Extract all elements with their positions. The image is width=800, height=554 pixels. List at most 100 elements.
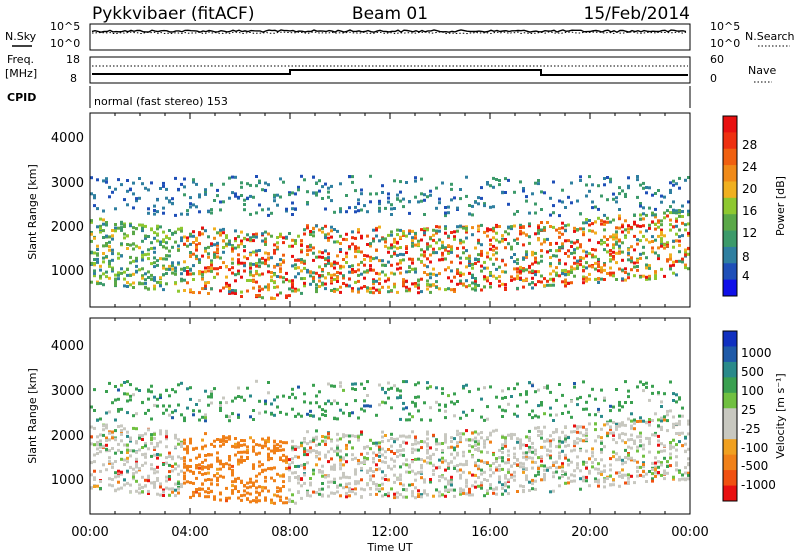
range-cell <box>345 434 348 438</box>
range-cell <box>327 259 330 263</box>
range-cell <box>426 245 429 249</box>
range-cell <box>279 291 282 295</box>
range-cell <box>396 241 399 245</box>
range-cell <box>99 417 102 421</box>
range-cell <box>312 472 315 476</box>
range-cell <box>381 400 384 404</box>
range-cell <box>594 439 597 443</box>
range-cell <box>117 271 120 275</box>
range-cell <box>492 487 495 491</box>
range-cell <box>249 262 252 266</box>
range-cell <box>99 442 102 446</box>
range-cell <box>546 250 549 254</box>
range-cell <box>264 240 267 244</box>
range-cell <box>435 448 438 451</box>
range-cell <box>468 471 471 475</box>
range-cell <box>366 445 369 449</box>
range-cell <box>270 412 273 416</box>
range-cell <box>477 196 480 200</box>
range-cell <box>558 465 561 469</box>
range-cell <box>174 488 177 492</box>
range-cell <box>654 222 657 226</box>
range-cell <box>213 199 216 202</box>
range-cell <box>381 494 384 498</box>
range-cell <box>651 433 654 437</box>
range-cell <box>366 470 369 474</box>
range-cell <box>675 463 678 467</box>
range-cell <box>153 448 156 451</box>
range-cell <box>477 449 480 452</box>
range-cell <box>96 440 99 444</box>
range-cell <box>339 271 342 275</box>
range-cell <box>414 231 417 235</box>
range-cell <box>153 246 156 250</box>
range-cell <box>438 225 441 229</box>
range-cell <box>378 199 381 203</box>
range-cell <box>519 180 522 184</box>
range-cell <box>432 463 435 467</box>
range-cell <box>144 278 147 282</box>
range-cell <box>135 450 138 454</box>
range-cell <box>174 482 177 486</box>
range-cell <box>318 492 321 496</box>
range-cell <box>492 491 495 495</box>
range-cell <box>297 272 300 276</box>
range-cell <box>156 477 159 480</box>
range-cell <box>264 410 267 414</box>
range-cell <box>207 453 210 456</box>
range-cell <box>363 254 366 257</box>
range-cell <box>465 194 468 198</box>
range-cell <box>549 283 552 287</box>
range-cell <box>681 221 684 225</box>
x-tick-0800: 08:00 <box>271 525 308 540</box>
range-cell <box>495 238 498 242</box>
range-cell <box>480 472 483 476</box>
range-cell <box>93 269 96 273</box>
range-cell <box>282 253 285 257</box>
range-cell <box>198 466 201 470</box>
range-cell <box>603 278 606 281</box>
range-cell <box>399 493 402 497</box>
range-cell <box>213 495 216 499</box>
range-cell <box>468 259 471 263</box>
range-cell <box>414 176 417 180</box>
range-cell <box>504 441 507 445</box>
range-cell <box>525 451 528 455</box>
range-cell <box>429 457 432 461</box>
range-cell <box>270 234 273 238</box>
range-cell <box>114 187 117 191</box>
range-cell <box>219 492 222 496</box>
range-cell <box>606 216 609 220</box>
range-cell <box>633 418 636 422</box>
velocity-y-tick-2000: 2000 <box>51 429 84 444</box>
range-cell <box>192 203 195 207</box>
range-cell <box>231 471 234 475</box>
range-cell <box>141 267 144 271</box>
range-cell <box>411 229 414 233</box>
range-cell <box>534 283 537 287</box>
range-cell <box>330 447 333 451</box>
range-cell <box>243 439 246 443</box>
range-cell <box>612 431 615 435</box>
range-cell <box>351 490 354 494</box>
range-cell <box>276 245 279 249</box>
range-cell <box>267 285 270 289</box>
range-cell <box>522 451 525 455</box>
range-cell <box>273 193 276 197</box>
range-cell <box>135 244 138 248</box>
range-cell <box>573 261 576 265</box>
range-cell <box>114 418 117 422</box>
range-cell <box>144 484 147 488</box>
range-cell <box>198 492 201 496</box>
range-cell <box>687 267 690 271</box>
range-cell <box>630 438 633 441</box>
range-cell <box>318 279 321 283</box>
range-cell <box>102 229 105 233</box>
range-cell <box>228 467 231 471</box>
range-cell <box>483 285 486 289</box>
range-cell <box>408 231 411 235</box>
range-cell <box>672 200 675 204</box>
range-cell <box>675 432 678 435</box>
range-cell <box>384 456 387 460</box>
range-cell <box>363 456 366 460</box>
